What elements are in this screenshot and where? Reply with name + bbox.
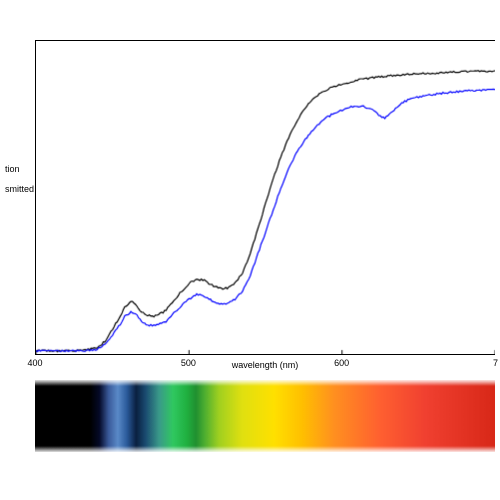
transmission-chart [35,40,495,355]
spectrum-bar [35,380,495,452]
y-axis-label: tion smitted [0,155,34,195]
chart-canvas [36,41,495,354]
x-axis-label: wavelength (nm) [35,360,495,370]
